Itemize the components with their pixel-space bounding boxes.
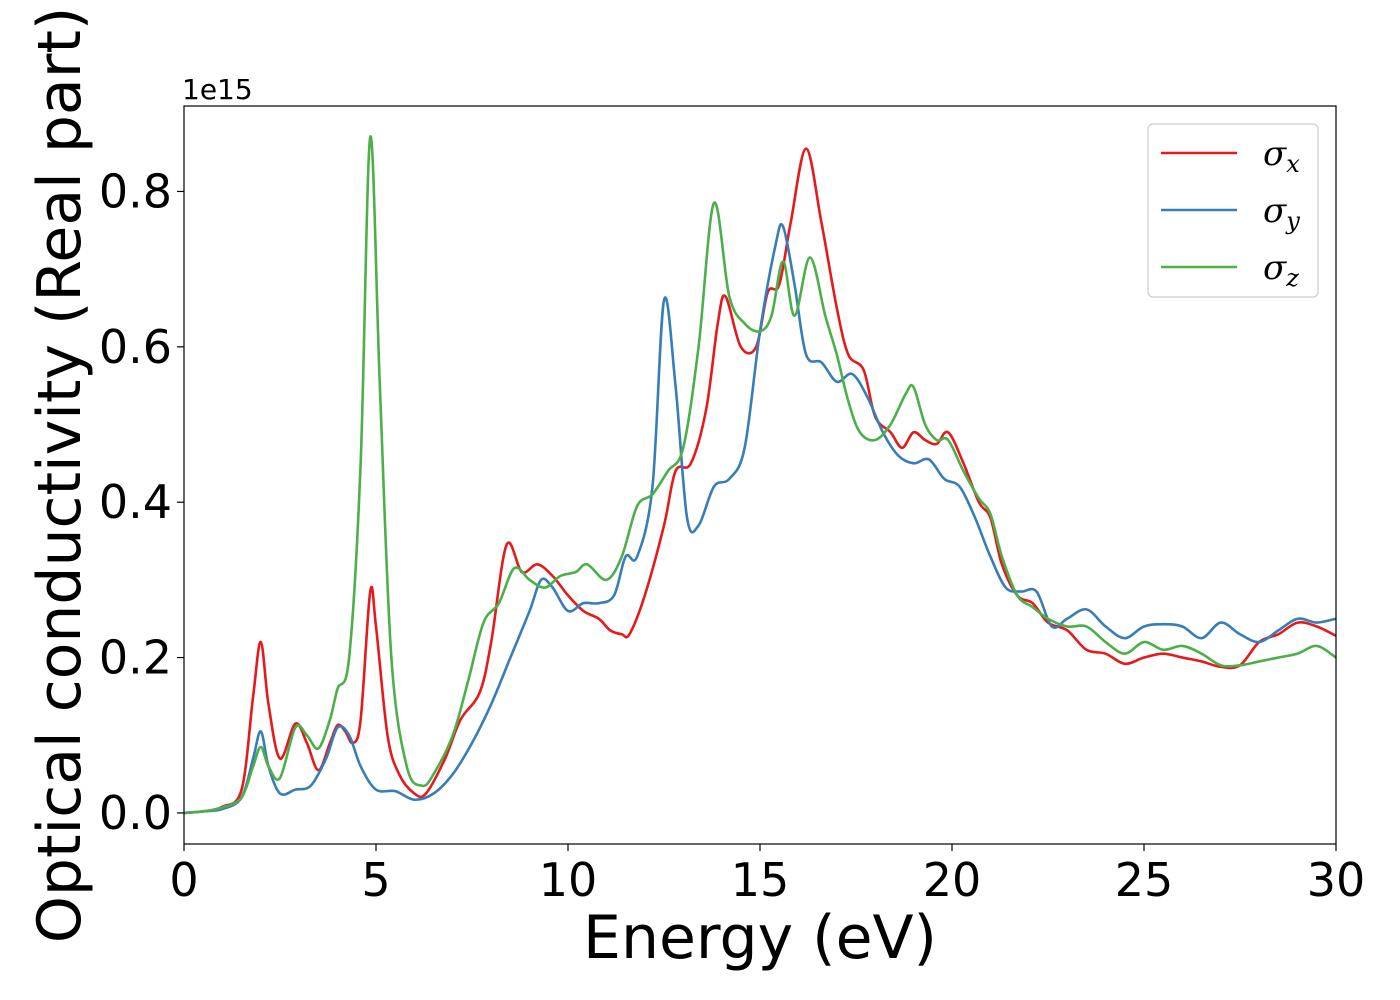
- legend-label-y: σy: [1263, 191, 1300, 235]
- x-axis-title: Energy (eV): [583, 903, 937, 973]
- x-tick-label: 20: [923, 853, 982, 907]
- series-line-y: [184, 222, 1336, 815]
- series-line-z: [184, 135, 1336, 815]
- series-line-x: [184, 147, 1336, 815]
- legend-subscript: y: [1285, 207, 1300, 235]
- legend-label-x: σx: [1263, 134, 1300, 178]
- x-tick-label: 5: [361, 853, 390, 907]
- legend-symbol: σ: [1263, 191, 1287, 231]
- legend-subscript: z: [1285, 264, 1299, 292]
- legend-subscript: x: [1286, 150, 1300, 178]
- x-tick-label: 10: [539, 853, 598, 907]
- y-tick-label: 0.6: [99, 320, 172, 374]
- x-axis-ticks: 0 5 10 15 20 25 30: [169, 844, 1365, 907]
- x-tick-label: 25: [1115, 853, 1174, 907]
- y-tick-label: 0.0: [99, 786, 172, 840]
- y-tick-label: 0.4: [99, 475, 172, 529]
- series-layer: [184, 135, 1336, 815]
- y-tick-label: 0.2: [99, 631, 172, 685]
- y-axis-title: Optical conductivity (Real part): [25, 7, 95, 944]
- legend-symbol: σ: [1263, 248, 1287, 288]
- x-tick-label: 0: [169, 853, 198, 907]
- legend-symbol: σ: [1263, 134, 1287, 174]
- y-offset-label: 1e15: [182, 73, 253, 106]
- y-tick-label: 0.8: [99, 164, 172, 218]
- x-tick-label: 15: [731, 853, 790, 907]
- legend-label-z: σz: [1263, 248, 1299, 292]
- x-tick-label: 30: [1307, 853, 1366, 907]
- y-axis-ticks: 0.0 0.2 0.4 0.6 0.8: [99, 164, 184, 840]
